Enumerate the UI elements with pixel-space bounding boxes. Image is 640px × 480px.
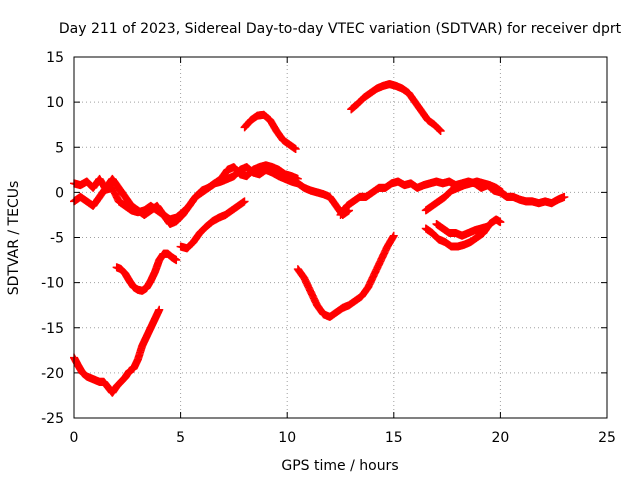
y-tick-label: 0 [55, 185, 64, 201]
x-axis-label: GPS time / hours [281, 458, 398, 474]
y-axis-label: SDTVAR / TECUs [6, 181, 22, 296]
data-point [560, 192, 569, 201]
y-tick-label: 15 [46, 50, 64, 66]
y-tick-label: -25 [41, 411, 64, 427]
series-track-9 [347, 80, 445, 136]
data-point [172, 256, 181, 265]
ticks: 0 5 10 15 20 25 -25 -20 -15 -10 -5 0 5 10 15 [41, 50, 616, 446]
plot-frame [73, 56, 608, 419]
data-point [240, 197, 249, 206]
x-tick-label: 20 [491, 430, 509, 446]
series-track-11 [432, 219, 492, 240]
series-track-6 [240, 110, 300, 154]
chart-title: Day 211 of 2023, Sidereal Day-to-day VTE… [59, 21, 622, 37]
y-tick-label: -15 [41, 321, 64, 337]
series-track-2 [112, 249, 181, 295]
y-tick-label: -20 [41, 366, 64, 382]
data-point [389, 231, 398, 240]
y-tick-label: -5 [50, 231, 64, 247]
y-tick-label: 10 [46, 95, 64, 111]
x-tick-label: 0 [70, 430, 79, 446]
series-track-5 [176, 197, 249, 253]
x-tick-label: 25 [598, 430, 616, 446]
data-points [70, 80, 569, 397]
data-point [436, 127, 445, 136]
series-track-12 [421, 177, 507, 215]
data-point [498, 188, 507, 197]
x-tick-label: 15 [385, 430, 403, 446]
data-point [291, 145, 300, 154]
x-tick-label: 5 [176, 430, 185, 446]
y-tick-label: 5 [55, 140, 64, 156]
series-track-1 [70, 305, 164, 397]
data-point [155, 305, 164, 314]
x-tick-label: 10 [278, 430, 296, 446]
grid [74, 57, 607, 418]
series-track-7 [293, 231, 398, 321]
y-tick-label: -10 [41, 276, 64, 292]
data-point [483, 222, 492, 231]
series-track-4 [70, 163, 354, 228]
data-point [496, 218, 505, 227]
